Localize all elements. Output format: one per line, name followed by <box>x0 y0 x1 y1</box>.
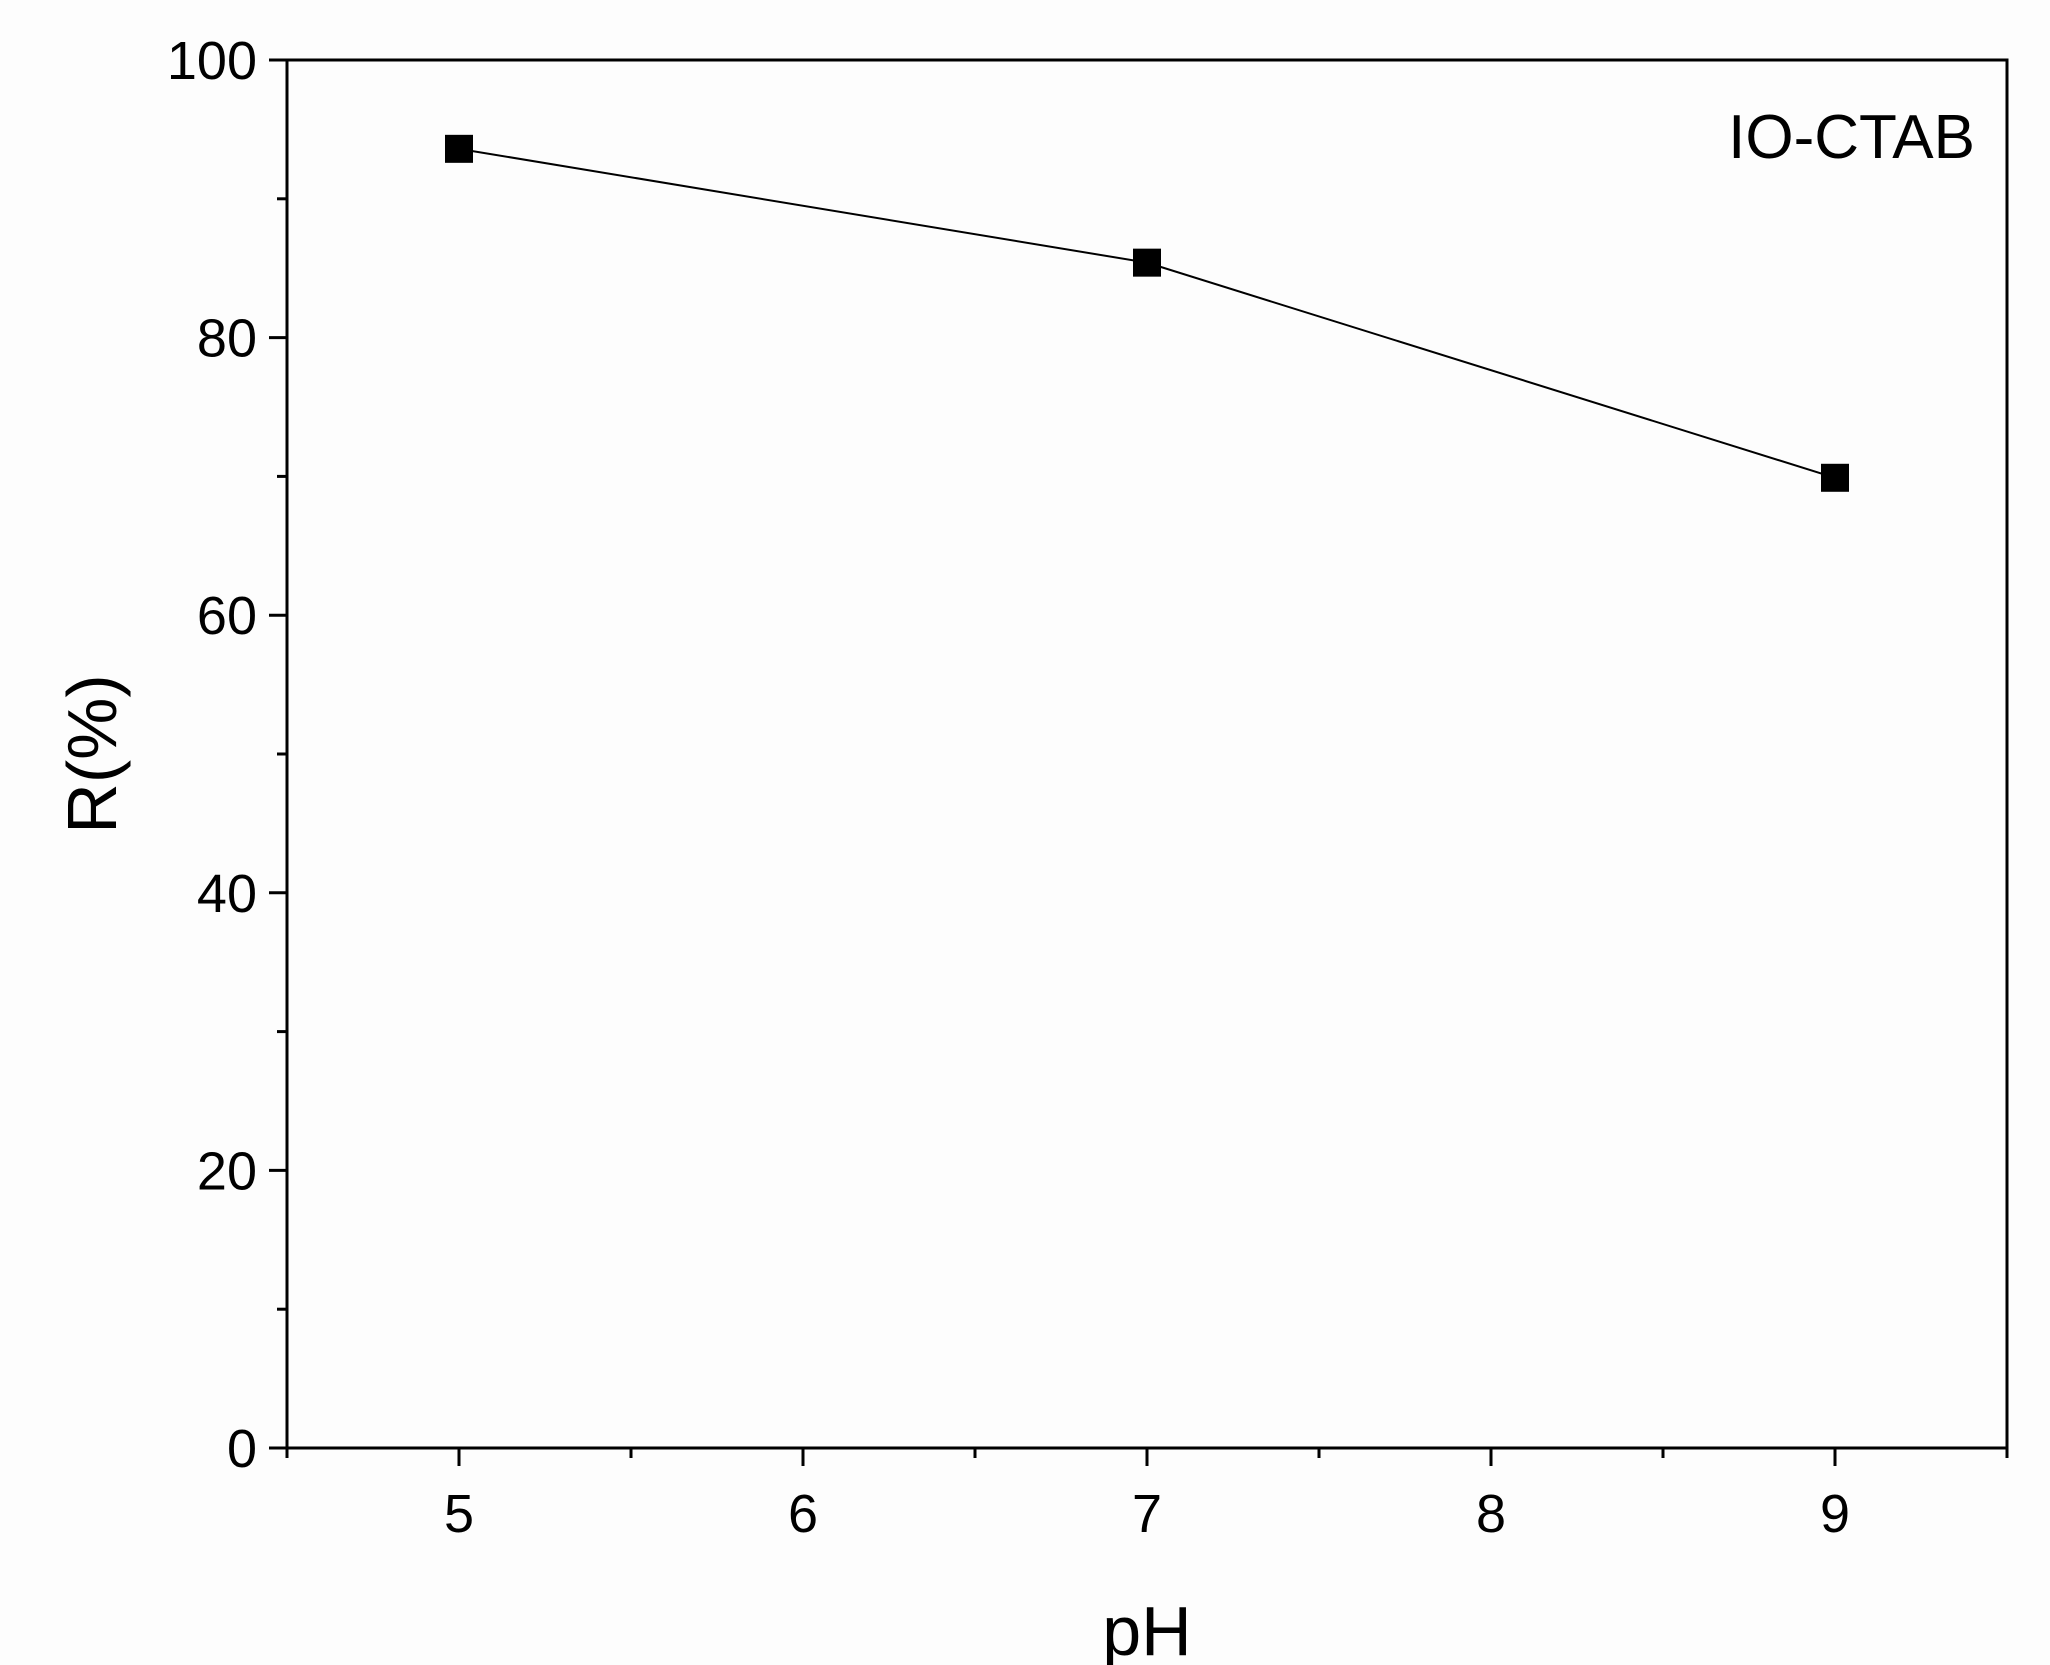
x-tick-label: 8 <box>1476 1484 1506 1544</box>
tick-labels: 5 6 7 8 9 0 20 40 60 80 100 <box>167 31 1850 1544</box>
x-tick-label: 9 <box>1820 1484 1850 1544</box>
x-tick-label: 6 <box>788 1484 818 1544</box>
y-axis-title: R(%) <box>53 674 131 833</box>
x-axis-title: pH <box>1102 1592 1191 1665</box>
y-tick-label: 20 <box>197 1141 257 1201</box>
y-tick-label: 60 <box>197 586 257 646</box>
data-point-marker <box>1133 248 1161 277</box>
data-point-marker <box>445 134 473 163</box>
y-tick-label: 100 <box>167 31 257 91</box>
y-tick-label: 0 <box>227 1419 257 1479</box>
y-tick-label: 40 <box>197 864 257 924</box>
data-point-marker <box>1821 463 1849 492</box>
series-layer <box>445 134 1849 492</box>
y-tick-label: 80 <box>197 309 257 369</box>
axis-ticks <box>269 58 2009 1466</box>
x-tick-label: 5 <box>444 1484 474 1544</box>
x-tick-label: 7 <box>1132 1484 1162 1544</box>
annotation-label: IO-CTAB <box>1728 103 1975 172</box>
